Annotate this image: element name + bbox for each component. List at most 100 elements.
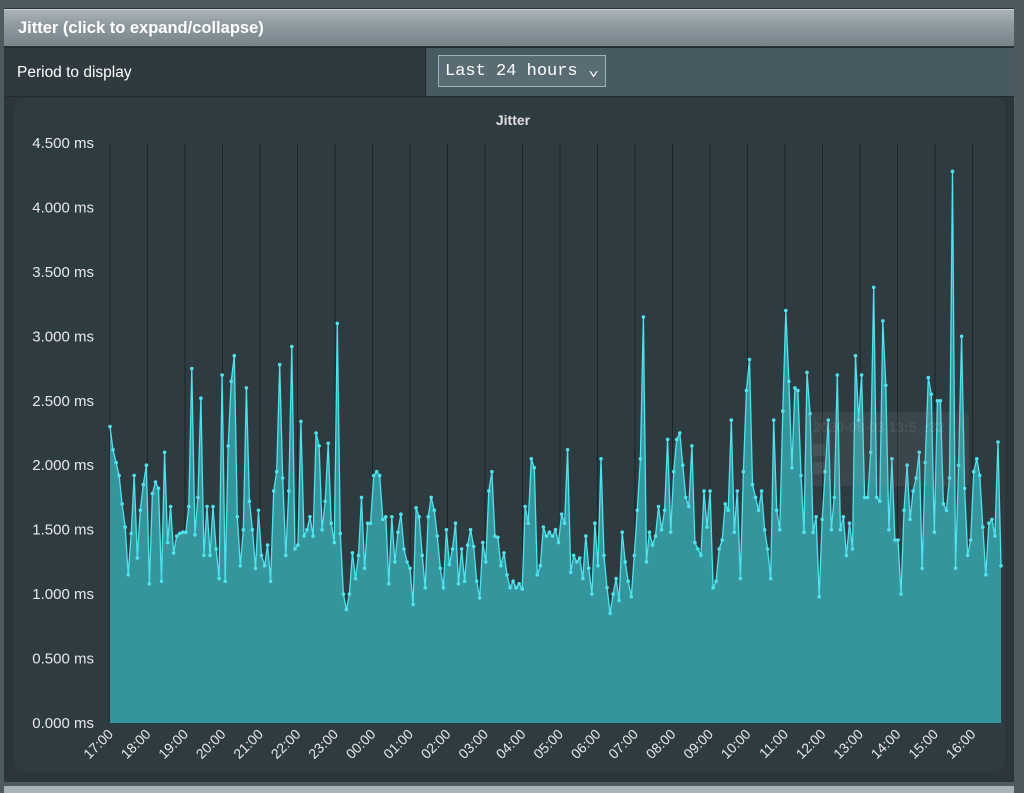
data-point[interactable] [808, 411, 812, 416]
data-point[interactable] [717, 547, 721, 551]
data-point[interactable] [371, 473, 376, 478]
data-point[interactable] [696, 547, 700, 551]
data-point[interactable] [274, 469, 279, 474]
data-point[interactable] [941, 502, 946, 506]
data-point[interactable] [302, 534, 306, 538]
data-point[interactable] [947, 476, 952, 480]
data-point[interactable] [556, 540, 561, 545]
data-point[interactable] [487, 489, 491, 493]
data-point[interactable] [187, 504, 191, 509]
data-point[interactable] [268, 579, 273, 583]
data-point[interactable] [447, 562, 452, 567]
data-point[interactable] [374, 469, 379, 474]
data-point[interactable] [735, 489, 740, 493]
data-point[interactable] [768, 576, 773, 581]
data-point[interactable] [453, 521, 458, 525]
data-point[interactable] [547, 530, 552, 534]
data-point[interactable] [902, 508, 906, 513]
data-point[interactable] [668, 530, 673, 534]
data-point[interactable] [811, 530, 815, 534]
data-point[interactable] [759, 489, 764, 493]
data-point[interactable] [847, 521, 852, 525]
data-point[interactable] [450, 547, 455, 551]
data-point[interactable] [180, 530, 185, 534]
data-point[interactable] [120, 502, 124, 506]
data-point[interactable] [787, 379, 791, 384]
data-point[interactable] [368, 521, 373, 525]
data-point[interactable] [544, 534, 549, 538]
data-point[interactable] [320, 527, 324, 532]
data-point[interactable] [914, 476, 918, 480]
data-point[interactable] [156, 486, 161, 491]
data-point[interactable] [802, 530, 806, 534]
data-point[interactable] [499, 564, 503, 568]
data-point[interactable] [599, 457, 603, 461]
data-point[interactable] [920, 566, 924, 571]
data-point[interactable] [832, 495, 837, 500]
data-point[interactable] [581, 576, 585, 581]
data-point[interactable] [574, 560, 579, 564]
data-point[interactable] [835, 373, 840, 377]
data-point[interactable] [662, 508, 667, 513]
data-point[interactable] [250, 527, 255, 532]
data-point[interactable] [335, 321, 340, 326]
data-point[interactable] [123, 525, 127, 529]
data-point[interactable] [468, 527, 473, 532]
data-point[interactable] [287, 489, 291, 493]
data-point[interactable] [523, 504, 527, 509]
data-point[interactable] [496, 535, 500, 540]
data-point[interactable] [796, 388, 800, 393]
data-point[interactable] [284, 553, 288, 558]
data-point[interactable] [508, 585, 512, 590]
data-point[interactable] [550, 534, 555, 538]
data-point[interactable] [850, 547, 855, 551]
data-point[interactable] [929, 392, 934, 397]
data-point[interactable] [968, 538, 973, 542]
data-point[interactable] [750, 482, 755, 487]
data-point[interactable] [726, 508, 730, 513]
data-point[interactable] [714, 579, 718, 583]
data-point[interactable] [256, 508, 261, 513]
data-point[interactable] [559, 512, 564, 516]
data-point[interactable] [277, 362, 282, 367]
data-point[interactable] [353, 576, 358, 581]
data-point[interactable] [490, 469, 494, 474]
data-point[interactable] [477, 596, 482, 600]
data-point[interactable] [684, 495, 688, 500]
data-point[interactable] [517, 582, 521, 586]
data-point[interactable] [132, 473, 136, 478]
data-point[interactable] [959, 334, 964, 339]
data-point[interactable] [741, 469, 746, 474]
data-point[interactable] [535, 573, 540, 577]
data-point[interactable] [202, 553, 206, 558]
data-point[interactable] [971, 469, 976, 474]
data-point[interactable] [441, 585, 446, 590]
data-point[interactable] [823, 469, 827, 474]
data-point[interactable] [493, 534, 497, 538]
data-point[interactable] [135, 556, 140, 560]
data-point[interactable] [629, 594, 634, 599]
data-point[interactable] [732, 530, 737, 534]
data-point[interactable] [553, 527, 558, 532]
data-point[interactable] [562, 521, 567, 525]
data-point[interactable] [577, 556, 582, 560]
data-point[interactable] [423, 585, 428, 590]
data-point[interactable] [432, 508, 437, 513]
data-point[interactable] [317, 444, 321, 448]
data-point[interactable] [908, 517, 912, 522]
data-point[interactable] [653, 534, 658, 538]
data-point[interactable] [117, 473, 121, 478]
data-point[interactable] [711, 585, 715, 590]
data-point[interactable] [890, 457, 894, 461]
data-point[interactable] [229, 379, 233, 384]
data-point[interactable] [590, 592, 594, 596]
data-point[interactable] [781, 409, 785, 413]
data-point[interactable] [514, 585, 518, 590]
data-point[interactable] [365, 521, 370, 525]
jitter-chart[interactable]: 2020-08-03 13:5_:32 Jitter 0.000 ms 0.500… [13, 98, 1005, 772]
data-point[interactable] [565, 448, 570, 452]
data-point[interactable] [647, 530, 652, 534]
data-point[interactable] [199, 396, 203, 401]
data-point[interactable] [356, 553, 361, 558]
data-point[interactable] [584, 534, 588, 538]
